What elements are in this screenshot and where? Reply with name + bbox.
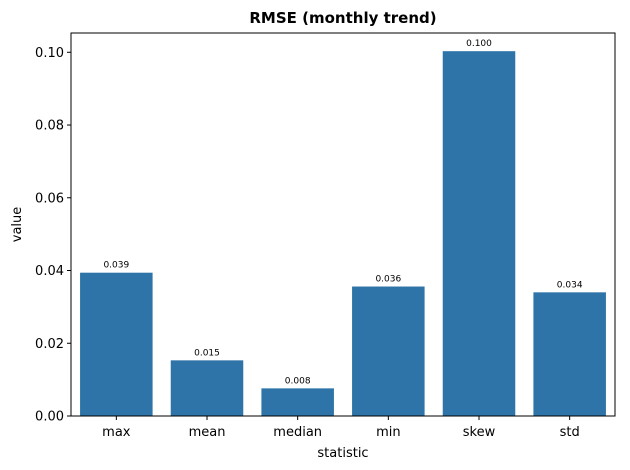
x-axis: max mean median min skew std <box>102 416 580 440</box>
chart-title: RMSE (monthly trend) <box>249 9 436 27</box>
x-tick-label-max: max <box>102 425 131 440</box>
bar-mean <box>170 360 244 416</box>
y-tick-label: 0.10 <box>35 46 64 61</box>
data-labels-group: 0.039 0.015 0.008 0.036 0.100 0.034 <box>103 39 582 386</box>
bar-median <box>261 388 334 416</box>
y-tick-label: 0.00 <box>35 410 64 425</box>
data-label-min: 0.036 <box>375 275 401 285</box>
data-label-mean: 0.015 <box>194 348 220 358</box>
y-tick-label: 0.06 <box>35 191 64 206</box>
data-label-max: 0.039 <box>103 261 129 271</box>
plot-frame <box>70 32 616 417</box>
y-tick-label: 0.02 <box>35 337 64 352</box>
x-tick-label-skew: skew <box>463 425 496 440</box>
bars-group <box>80 51 606 417</box>
data-label-std: 0.034 <box>557 280 583 290</box>
x-tick-label-std: std <box>560 425 580 440</box>
bar-min <box>352 286 425 416</box>
x-tick-label-min: min <box>376 425 401 440</box>
y-tick-label: 0.08 <box>35 119 64 134</box>
bar-max <box>80 272 153 416</box>
x-tick-label-median: median <box>273 425 322 440</box>
x-axis-label: statistic <box>317 446 368 461</box>
data-label-median: 0.008 <box>285 376 311 386</box>
bar-skew <box>442 51 516 417</box>
y-axis: 0.00 0.02 0.04 0.06 0.08 0.10 <box>35 46 71 425</box>
x-tick-label-mean: mean <box>189 425 226 440</box>
data-label-skew: 0.100 <box>466 39 492 49</box>
bar-std <box>533 292 606 416</box>
y-tick-label: 0.04 <box>35 264 64 279</box>
y-axis-label: value <box>10 207 25 243</box>
